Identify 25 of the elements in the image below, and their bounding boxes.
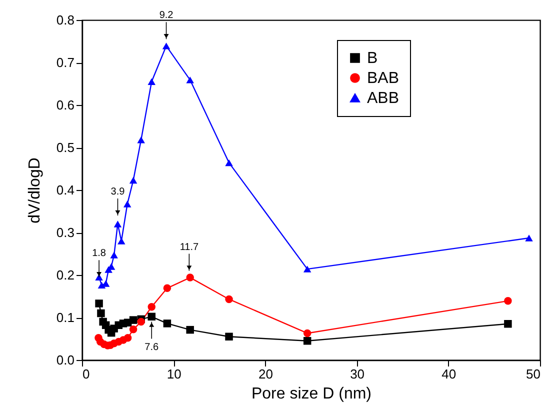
y-tick-label: 0.1	[56, 310, 74, 325]
y-tick-label: 0.5	[56, 140, 74, 155]
x-axis-title: Pore size D (nm)	[251, 386, 372, 402]
y-tick-label: 0.4	[56, 182, 74, 198]
legend-label: B	[367, 50, 378, 67]
x-tick-label: 40	[442, 366, 456, 382]
legend-label: ABB	[367, 90, 400, 107]
annotation: 9.2	[159, 10, 174, 22]
legend-label: BAB	[367, 70, 400, 87]
y-tick-label: 0.7	[56, 55, 74, 70]
annotation: 3.9	[110, 186, 126, 198]
annotation: 1.8	[92, 248, 106, 260]
y-axis-title: dV/dlogD	[26, 158, 44, 224]
y-tick-label: 0.0	[56, 352, 74, 368]
y-tick-label: 0.8	[56, 12, 74, 28]
annotation: 7.6	[144, 342, 160, 353]
x-tick-label: 30	[350, 366, 365, 382]
y-tick-label: 0.2	[56, 268, 74, 282]
annotation: 11.7	[180, 242, 199, 253]
x-tick-label: 20	[258, 366, 273, 382]
y-tick-label: 0.3	[56, 225, 74, 240]
x-tick-label: 0	[82, 366, 90, 382]
x-tick-label: 50	[526, 366, 540, 382]
y-tick-label: 0.6	[56, 98, 74, 112]
x-tick-label: 10	[166, 366, 182, 382]
